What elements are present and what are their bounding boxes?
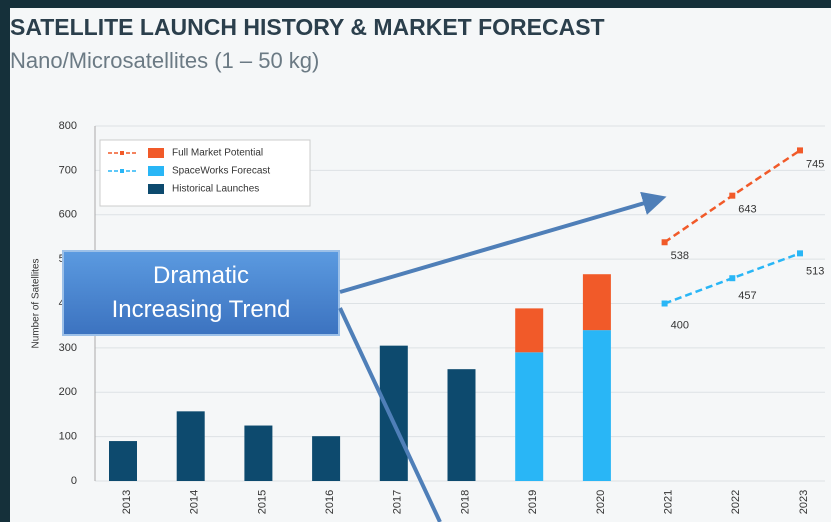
legend-label: Full Market Potential: [172, 148, 263, 159]
y-tick-label: 700: [59, 164, 77, 176]
bar: [176, 411, 205, 481]
legend-label: SpaceWorks Forecast: [172, 166, 270, 177]
data-label: 457: [738, 290, 756, 302]
legend-swatch: [148, 184, 164, 194]
x-tick-label: 2020: [595, 490, 607, 514]
chart-title: SATELLITE LAUNCH HISTORY & MARKET FORECA…: [10, 14, 605, 40]
x-tick-label: 2021: [663, 490, 675, 514]
data-label: 745: [806, 158, 824, 170]
data-label: 643: [738, 204, 756, 216]
point: [797, 250, 803, 257]
x-tick-label: 2023: [798, 490, 810, 514]
data-label: 513: [806, 265, 824, 277]
legend-label: Historical Launches: [172, 184, 259, 195]
data-label: 538: [671, 250, 689, 262]
y-tick-label: 600: [59, 209, 77, 221]
y-tick-label: 300: [59, 342, 77, 354]
point: [729, 192, 736, 199]
legend-box: [99, 139, 311, 207]
x-tick-label: 2017: [392, 490, 404, 514]
bar: [582, 330, 611, 481]
x-tick-label: 2018: [459, 490, 471, 514]
callout: Dramatic Increasing Trend: [62, 250, 340, 336]
bar: [244, 425, 273, 481]
y-axis-label: Number of Satellites: [31, 258, 42, 348]
legend-dot: [120, 151, 124, 155]
x-tick-label: 2016: [324, 490, 336, 514]
chart-subtitle: Nano/Microsatellites (1 – 50 kg): [10, 48, 320, 73]
data-label: 400: [671, 319, 689, 331]
point: [661, 239, 668, 246]
legend-dot: [120, 169, 124, 173]
point: [797, 147, 803, 154]
y-tick-label: 0: [71, 475, 77, 487]
y-tick-label: 800: [59, 120, 77, 132]
x-tick-label: 2015: [256, 490, 268, 514]
x-tick-label: 2022: [730, 490, 742, 514]
y-tick-label: 200: [59, 386, 77, 398]
x-tick-label: 2014: [189, 490, 201, 514]
bar: [515, 308, 544, 353]
bar: [447, 369, 476, 481]
point: [729, 275, 736, 282]
x-tick-label: 2013: [121, 490, 133, 514]
bar: [582, 274, 611, 331]
bar: [109, 441, 137, 481]
point: [661, 300, 668, 307]
y-tick-label: 100: [59, 431, 77, 443]
legend-swatch: [148, 166, 164, 176]
bar: [312, 436, 341, 481]
legend-swatch: [148, 148, 164, 158]
x-tick-label: 2019: [527, 490, 539, 514]
bar: [515, 352, 544, 481]
bar: [379, 345, 408, 481]
